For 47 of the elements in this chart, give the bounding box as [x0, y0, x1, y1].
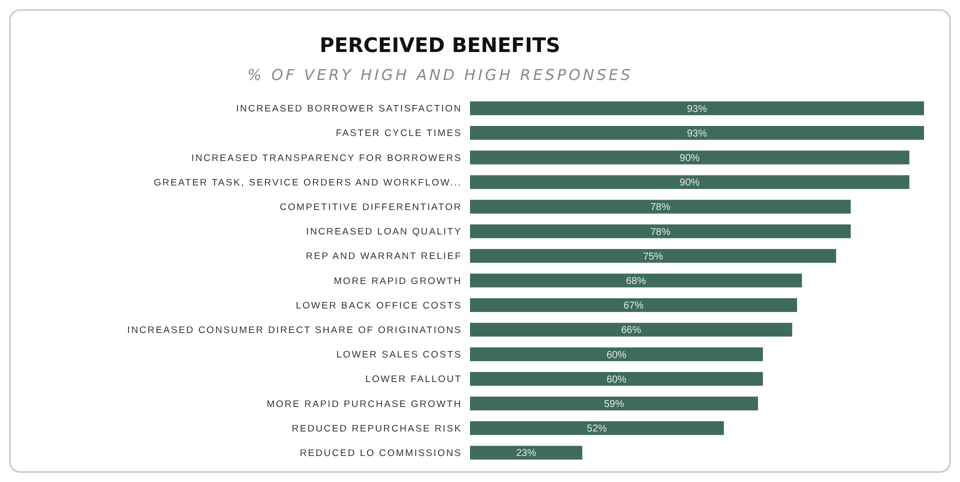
bar [470, 322, 792, 337]
data-label: 60% [606, 374, 627, 386]
bar [470, 224, 851, 238]
bar [470, 101, 924, 116]
data-label: 78% [650, 202, 670, 214]
data-label: 59% [604, 399, 624, 410]
y-tick-label: INCREASED LOAN QUALITY [306, 226, 462, 238]
bar [470, 298, 798, 312]
bar [470, 372, 763, 386]
bar [470, 446, 582, 460]
y-tick-label: MORE RAPID GROWTH [334, 276, 462, 287]
bar [470, 175, 910, 189]
y-tick-label: REDUCED LO COMMISSIONS [300, 448, 462, 460]
bar [470, 396, 758, 410]
bar [470, 421, 724, 435]
y-tick-label: LOWER BACK OFFICE COSTS [296, 300, 462, 312]
bar [470, 150, 910, 164]
y-tick-label: COMPETITIVE DIFFERENTIATOR [280, 202, 462, 214]
y-tick-label: INCREASED BORROWER SATISFACTION [236, 104, 462, 115]
data-label: 78% [650, 226, 670, 238]
y-tick-label: LOWER FALLOUT [365, 374, 462, 386]
data-label: 23% [516, 448, 536, 460]
data-label: 93% [686, 128, 708, 140]
y-tick-label: LOWER SALES COSTS [336, 350, 462, 361]
chart-title: PERCEIVED BENEFITS [320, 33, 560, 57]
data-label: 67% [624, 300, 644, 312]
bar [470, 200, 851, 214]
y-tick-label: REDUCED REPURCHASE RISK [292, 423, 462, 434]
y-tick-label: GREATER TASK, SERVICE ORDERS AND WORKFLOW... [154, 177, 462, 188]
data-label: 90% [680, 153, 700, 164]
data-label: 60% [606, 350, 627, 361]
y-tick-label: REP AND WARRANT RELIEF [306, 251, 462, 262]
bar [470, 347, 763, 362]
bar [470, 274, 802, 288]
chart-subtitle: % OF VERY HIGH AND HIGH RESPONSES [247, 66, 633, 84]
y-tick-label: MORE RAPID PURCHASE GROWTH [266, 398, 462, 410]
y-tick-label: FASTER CYCLE TIMES [336, 128, 462, 140]
data-label: 52% [586, 424, 608, 435]
y-tick-label: INCREASED CONSUMER DIRECT SHARE OF ORIGINATIONS [127, 325, 462, 336]
data-label: 68% [626, 276, 646, 287]
data-label: 75% [643, 251, 664, 262]
data-label: 90% [680, 178, 700, 189]
y-tick-label: INCREASED TRANSPARENCY FOR BORROWERS [191, 152, 462, 164]
data-label: 66% [621, 325, 642, 336]
data-label: 93% [686, 104, 708, 115]
bar [470, 249, 836, 263]
bar [470, 126, 924, 140]
